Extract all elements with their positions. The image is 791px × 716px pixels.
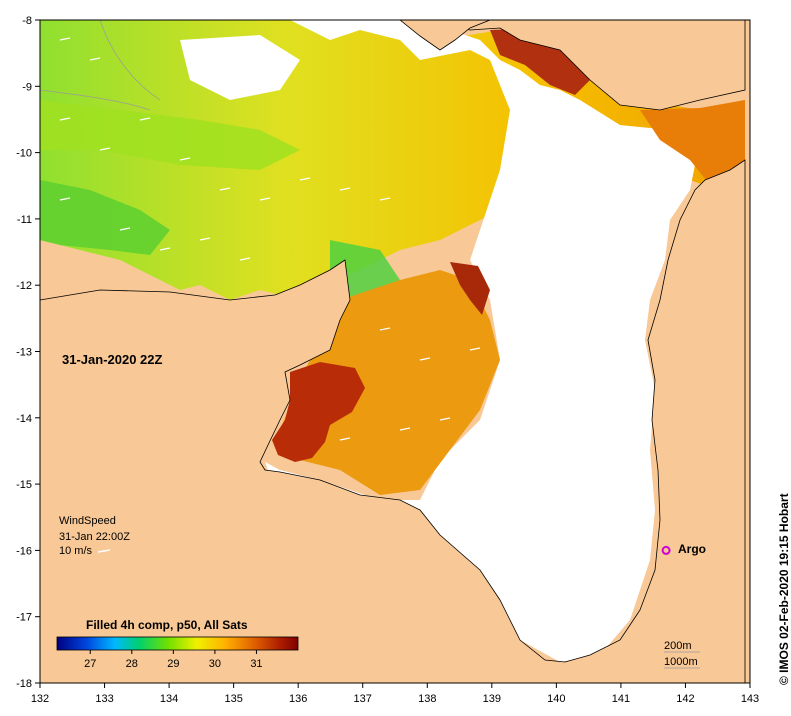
colorbar-tick-label: 31	[250, 658, 262, 670]
x-tick-label: 143	[741, 693, 759, 705]
colorbar-tick-label: 27	[84, 658, 96, 670]
no-data-cloud-north	[180, 35, 300, 100]
colorbar-ticks: 27 28 29 30 31	[84, 650, 263, 670]
datetime-label: 31-Jan-2020 22Z	[62, 352, 163, 367]
x-tick-label: 136	[289, 693, 307, 705]
x-tick-label: 139	[483, 693, 501, 705]
contour-1000m-line	[40, 89, 151, 111]
wind-legend-time: 31-Jan 22:00Z	[59, 531, 130, 543]
y-tick-label: -18	[16, 678, 32, 690]
x-tick-label: 141	[612, 693, 630, 705]
argo-label[interactable]: Argo	[678, 542, 706, 556]
no-data-region	[150, 20, 700, 662]
y-tick-label: -14	[16, 413, 32, 425]
wind-arrows	[59, 37, 481, 441]
y-tick-label: -12	[16, 280, 32, 292]
x-tick-label: 137	[354, 693, 372, 705]
x-axis: 132 133 134 135 136 137 138 139 140 141 142 143	[31, 683, 759, 705]
x-tick-label: 134	[160, 693, 178, 705]
y-tick-label: -16	[16, 545, 32, 557]
colorbar-tick-label: 29	[167, 658, 179, 670]
land-new-guinea	[399, 20, 491, 51]
x-tick-label: 138	[418, 693, 436, 705]
colorbar-tick-label: 30	[209, 658, 221, 670]
x-tick-label: 140	[547, 693, 565, 705]
y-tick-label: -17	[16, 612, 32, 624]
y-tick-label: -11	[17, 214, 32, 226]
colorbar-tick-label: 28	[126, 658, 138, 670]
y-axis: -8 -9 -10 -11 -12 -13 -14 -15 -16 -17 -18	[16, 15, 40, 690]
contour-200m-line	[99, 20, 161, 101]
y-tick-label: -15	[16, 479, 32, 491]
colorbar	[56, 636, 299, 651]
contour-200m-label: 200m	[664, 640, 692, 652]
wind-scale-arrow	[97, 549, 111, 553]
land-cape-york-north	[429, 20, 746, 111]
sst-warm-east-coast	[640, 100, 745, 190]
colorbar-title: Filled 4h comp, p50, All Sats	[86, 618, 248, 632]
x-tick-label: 142	[676, 693, 694, 705]
sst-hot-patch-east	[450, 262, 490, 315]
x-tick-label: 135	[224, 693, 242, 705]
y-tick-label: -13	[16, 347, 32, 359]
credit-label: © IMOS 02-Feb-2020 19:15 Hobart	[777, 493, 791, 685]
sst-hot-patch-northeast	[490, 28, 590, 95]
argo-float-marker[interactable]	[661, 545, 671, 555]
contour-1000m-label: 1000m	[664, 656, 698, 668]
wind-legend-title: WindSpeed	[59, 515, 116, 527]
y-tick-label: -10	[16, 148, 32, 160]
y-tick-label: -8	[22, 15, 32, 27]
sst-hot-patch-west	[272, 362, 365, 462]
sst-cool-patch-west	[40, 180, 170, 255]
y-tick-label: -9	[22, 81, 32, 93]
wind-legend-scale: 10 m/s	[59, 545, 93, 557]
land-arnhem	[40, 159, 746, 683]
sst-cool-patch-center	[40, 100, 300, 170]
x-tick-label: 132	[31, 693, 49, 705]
x-tick-label: 133	[95, 693, 113, 705]
